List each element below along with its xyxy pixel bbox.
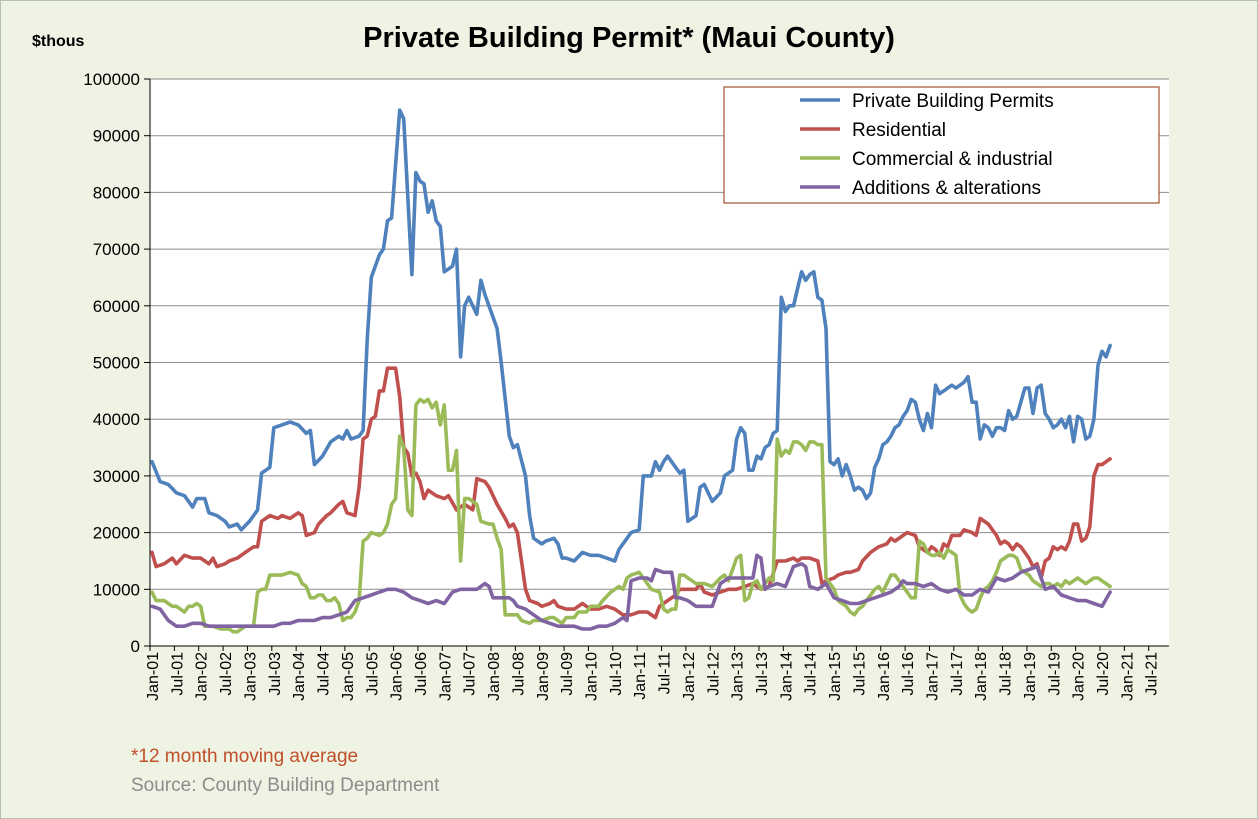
y-tick-label: 70000 bbox=[93, 240, 140, 259]
x-tick-label: Jan-06 bbox=[389, 652, 406, 701]
x-tick-label: Jul-09 bbox=[559, 652, 576, 696]
y-tick-label: 10000 bbox=[93, 580, 140, 599]
moving-average-note: *12 month moving average bbox=[131, 746, 359, 767]
y-tick-label: 20000 bbox=[93, 524, 140, 543]
legend-box bbox=[723, 86, 1160, 204]
x-tick-label: Jul-03 bbox=[267, 652, 284, 696]
x-tick-label: Jul-12 bbox=[705, 652, 722, 696]
x-tick-label: Jan-01 bbox=[145, 652, 162, 701]
x-axis-ticks: Jan-01 Jul-01 Jan-02 Jul-02 Jan-03 Jul-03 Jan-… bbox=[145, 645, 1169, 701]
series-line-3 bbox=[150, 397, 1112, 634]
x-tick-label: Jan-09 bbox=[535, 652, 552, 701]
series-line-2 bbox=[150, 366, 1112, 620]
y-tick-label: 100000 bbox=[83, 70, 140, 89]
series-lines bbox=[150, 108, 1112, 634]
legend: Private Building Permits Residential Comme… bbox=[723, 86, 1160, 204]
legend-label: Additions & alterations bbox=[852, 178, 1041, 199]
y-tick-label: 0 bbox=[131, 637, 140, 656]
x-tick-label: Jul-04 bbox=[316, 652, 333, 696]
x-tick-label: Jan-13 bbox=[730, 652, 747, 701]
x-tick-label: Jul-13 bbox=[754, 652, 771, 696]
x-tick-label: Jul-20 bbox=[1095, 652, 1112, 696]
x-tick-label: Jul-14 bbox=[803, 652, 820, 696]
series-line-4 bbox=[150, 553, 1112, 631]
y-tick-label: 30000 bbox=[93, 467, 140, 486]
y-axis-title: $thous bbox=[32, 33, 85, 50]
x-tick-label: Jul-19 bbox=[1046, 652, 1063, 696]
x-tick-label: Jul-05 bbox=[364, 652, 381, 696]
x-tick-label: Jan-07 bbox=[437, 652, 454, 701]
y-tick-label: 60000 bbox=[93, 297, 140, 316]
series-line-1 bbox=[150, 108, 1112, 563]
y-tick-label: 80000 bbox=[93, 183, 140, 202]
x-tick-label: Jan-11 bbox=[632, 652, 649, 700]
x-tick-label: Jul-11 bbox=[657, 652, 674, 694]
x-tick-label: Jan-03 bbox=[242, 652, 259, 701]
y-tick-label: 40000 bbox=[93, 410, 140, 429]
x-tick-label: Jan-14 bbox=[778, 652, 795, 701]
x-tick-label: Jan-17 bbox=[925, 652, 942, 701]
y-axis-ticks: 0 10000 20000 30000 40000 50000 60000 70000 8000… bbox=[83, 70, 151, 656]
x-tick-label: Jan-08 bbox=[486, 652, 503, 701]
x-tick-label: Jul-15 bbox=[851, 652, 868, 696]
x-tick-label: Jan-10 bbox=[583, 652, 600, 701]
legend-label: Private Building Permits bbox=[852, 91, 1054, 112]
x-tick-label: Jul-02 bbox=[218, 652, 235, 696]
x-tick-label: Jan-15 bbox=[827, 652, 844, 701]
x-tick-label: Jul-18 bbox=[998, 652, 1015, 696]
x-tick-label: Jul-10 bbox=[608, 652, 625, 696]
x-tick-label: Jan-18 bbox=[973, 652, 990, 701]
x-tick-label: Jan-02 bbox=[194, 652, 211, 701]
y-tick-label: 90000 bbox=[93, 127, 140, 146]
x-tick-label: Jul-21 bbox=[1144, 652, 1161, 696]
legend-label: Commercial & industrial bbox=[852, 149, 1053, 170]
x-tick-label: Jan-20 bbox=[1071, 652, 1088, 701]
x-tick-label: Jul-08 bbox=[510, 652, 527, 696]
x-tick-label: Jul-06 bbox=[413, 652, 430, 696]
x-tick-label: Jan-05 bbox=[340, 652, 357, 701]
chart-title: Private Building Permit* (Maui County) bbox=[363, 22, 895, 54]
source-note: Source: County Building Department bbox=[131, 775, 440, 796]
gridlines bbox=[150, 78, 1169, 590]
x-tick-label: Jul-17 bbox=[949, 652, 966, 696]
x-tick-label: Jan-04 bbox=[291, 652, 308, 701]
y-tick-label: 50000 bbox=[93, 354, 140, 373]
x-tick-label: Jan-19 bbox=[1022, 652, 1039, 701]
legend-label: Residential bbox=[852, 120, 946, 141]
x-tick-label: Jul-01 bbox=[169, 652, 186, 696]
x-tick-label: Jan-12 bbox=[681, 652, 698, 701]
x-tick-label: Jan-21 bbox=[1119, 652, 1136, 701]
x-tick-label: Jul-07 bbox=[462, 652, 479, 696]
x-tick-label: Jan-16 bbox=[876, 652, 893, 701]
x-tick-label: Jul-16 bbox=[900, 652, 917, 696]
